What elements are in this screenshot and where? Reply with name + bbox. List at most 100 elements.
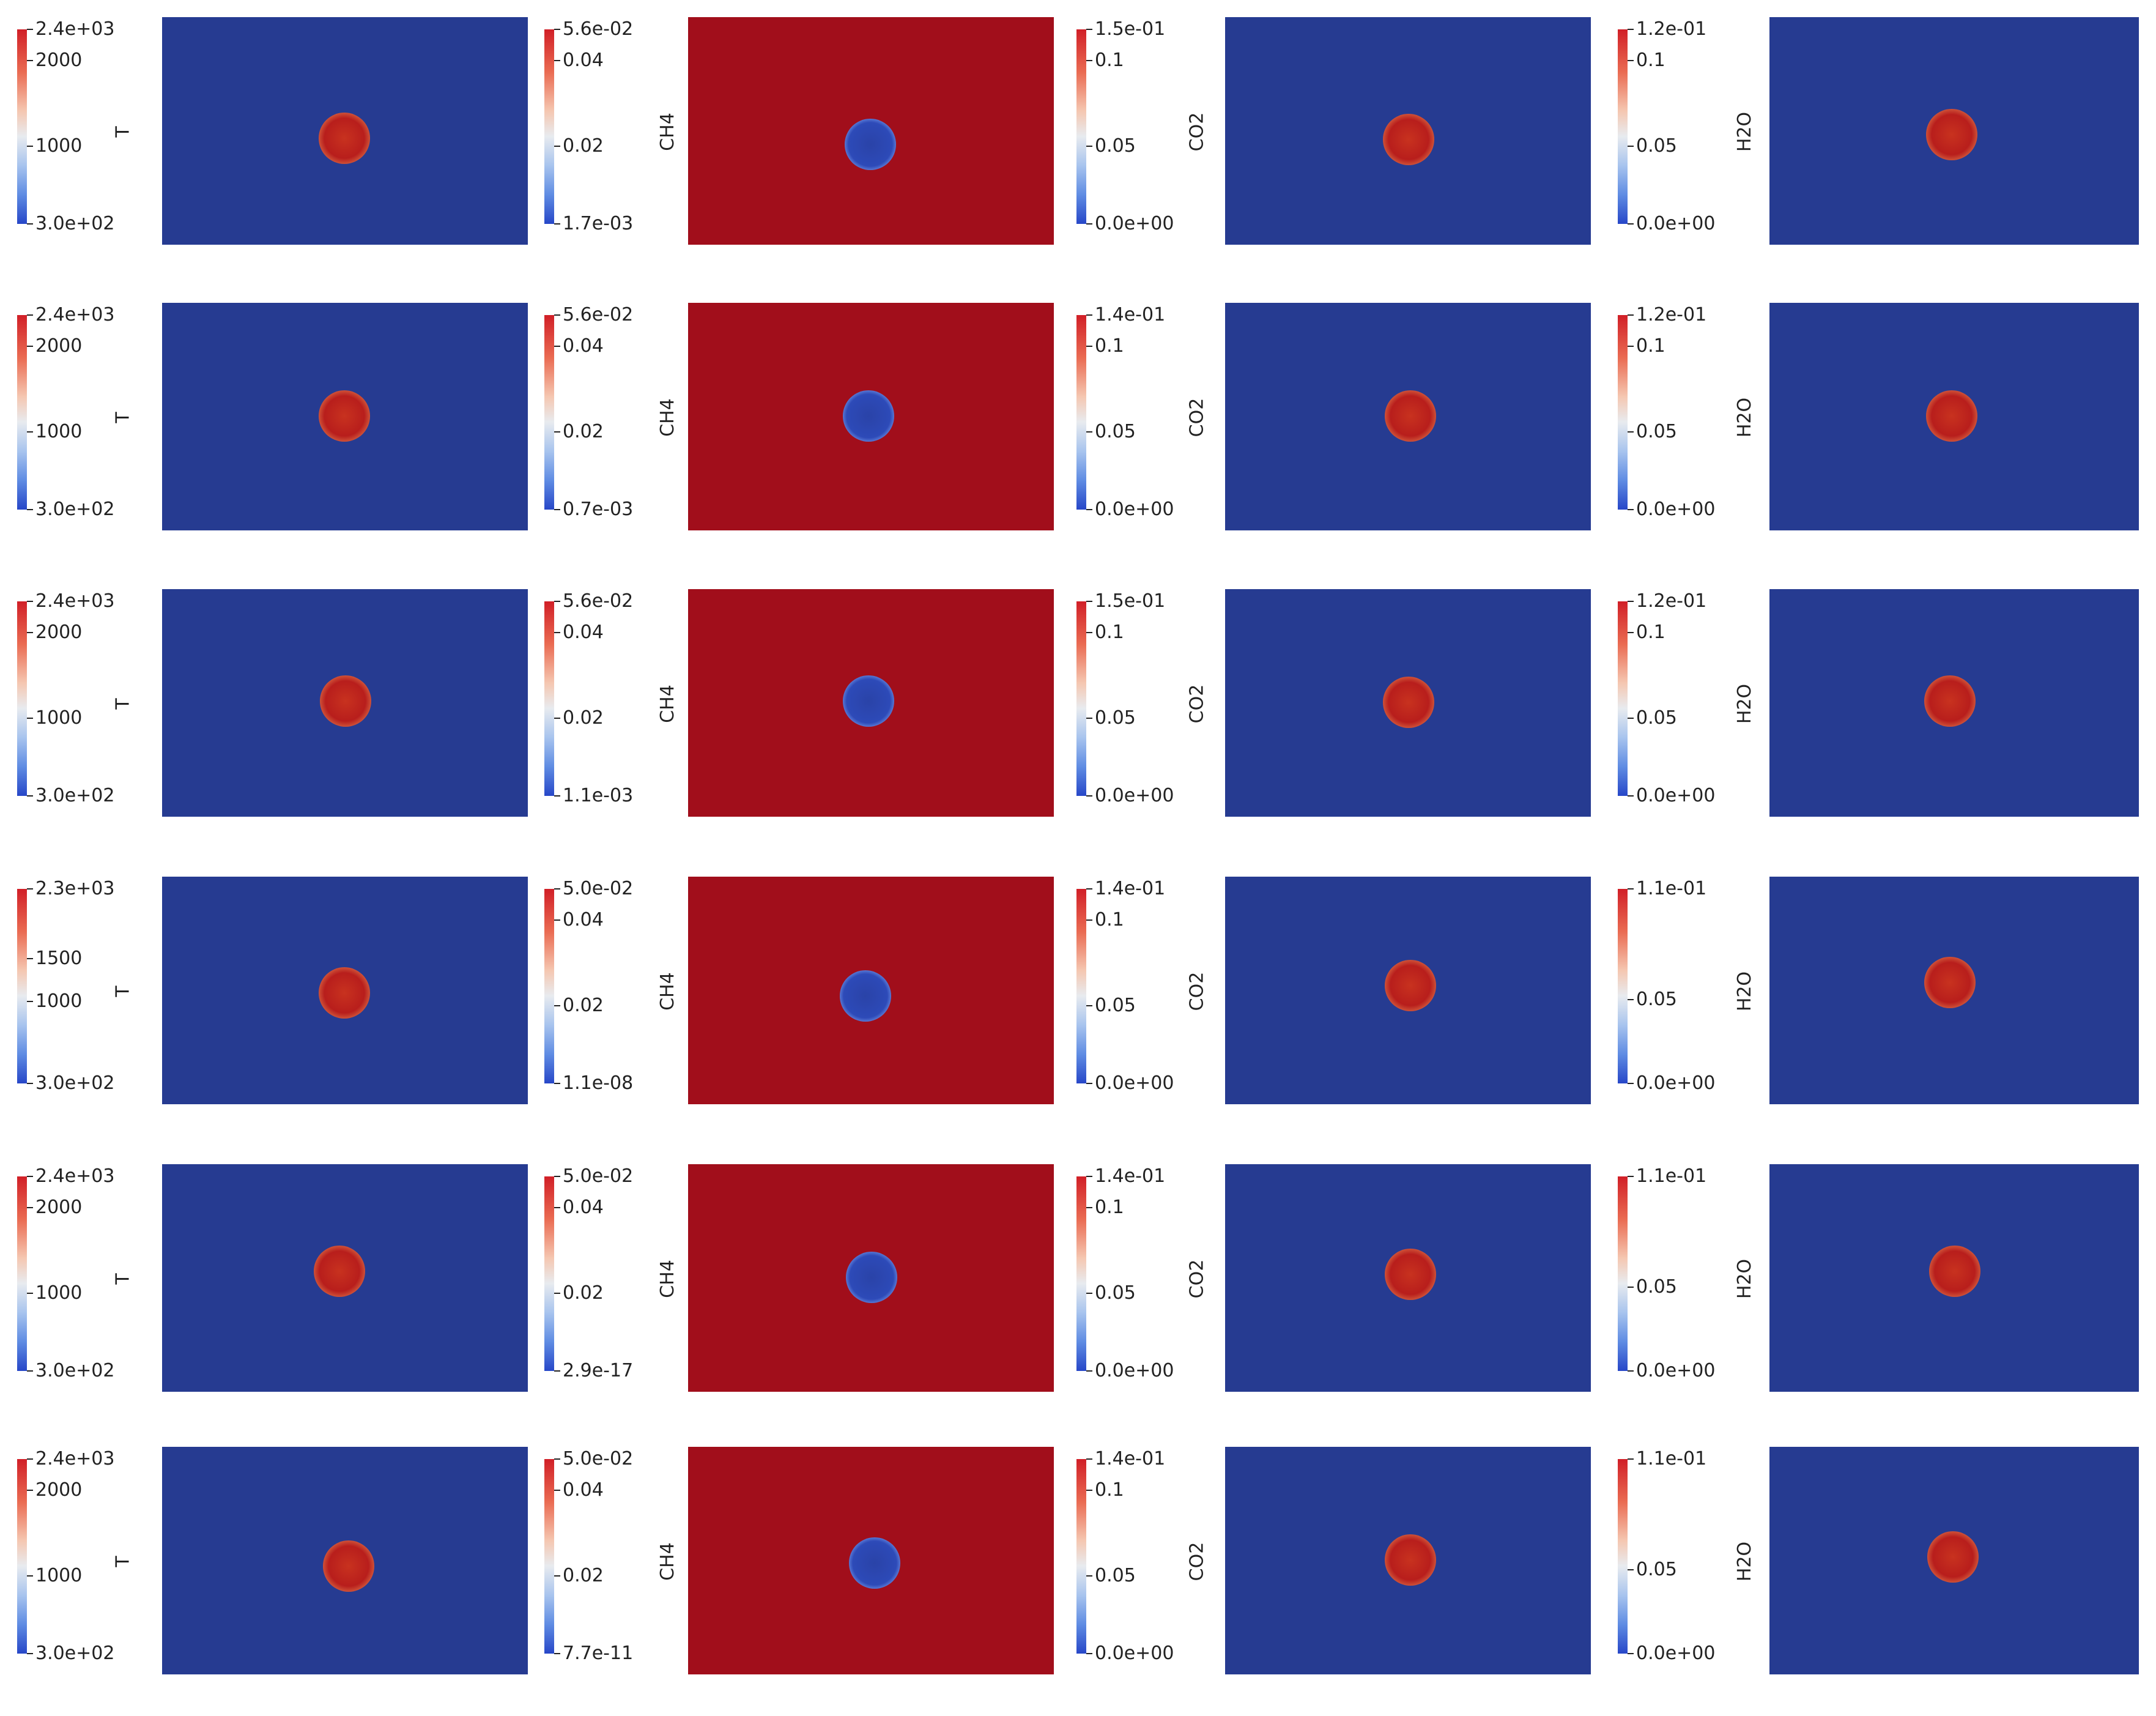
colorbar-tick: [1628, 509, 1634, 510]
co2-variable-label: CO2: [1186, 971, 1208, 1011]
colorbar-tick: [1628, 999, 1634, 1001]
colorbar-tick: [1086, 314, 1092, 316]
co2-flame-kernel: [1385, 1534, 1436, 1586]
h2o-field-plot: [1769, 877, 2139, 1104]
colorbar-tick-label: 2.4e+03: [35, 304, 115, 325]
ch4-colorbar: [544, 1176, 554, 1371]
ch4-field-plot: [688, 17, 1054, 245]
colorbar-tick-label: 0.02: [563, 707, 604, 729]
t-variable-label: T: [112, 126, 134, 138]
colorbar-tick-label: 0.02: [563, 135, 604, 157]
colorbar-tick-label: 0.05: [1095, 707, 1136, 729]
colorbar-tick: [1628, 145, 1634, 147]
colorbar-tick: [27, 717, 33, 719]
ch4-variable-label: CH4: [656, 113, 678, 151]
colorbar-tick: [27, 888, 33, 890]
colorbar-tick: [1628, 223, 1634, 225]
colorbar-tick-label: 1.1e-01: [1636, 878, 1707, 899]
colorbar-tick-label: 7.7e-11: [563, 1643, 634, 1664]
ch4-variable-label: CH4: [656, 972, 678, 1011]
t-colorbar: [17, 1459, 27, 1654]
colorbar-tick-label: 2000: [35, 49, 83, 71]
colorbar-tick-label: 3.0e+02: [35, 213, 115, 234]
h2o-variable-label: H2O: [1734, 683, 1756, 724]
figure-row: 2.4e+03 2000 1000 3.0e+02 T 5.6e-02 0.04 0.02 1.…: [0, 589, 2156, 858]
colorbar-tick-label: 1.1e-01: [1636, 1448, 1707, 1469]
h2o-flame-kernel: [1926, 390, 1977, 442]
colorbar-tick-label: 0.0e+00: [1636, 213, 1716, 234]
colorbar-tick: [1086, 223, 1092, 225]
colorbar-tick-label: 3.0e+02: [35, 1360, 115, 1381]
t-field-plot: [162, 303, 528, 530]
colorbar-tick-label: 0.0e+00: [1095, 1072, 1174, 1094]
colorbar-tick-label: 1.4e-01: [1095, 1165, 1166, 1187]
co2-colorbar: [1076, 1459, 1086, 1654]
colorbar-tick-label: 0.0e+00: [1636, 1072, 1716, 1094]
colorbar-tick-label: 1.4e-01: [1095, 304, 1166, 325]
colorbar-tick-label: 1.7e-03: [563, 213, 634, 234]
colorbar-tick-label: 0.1: [1095, 621, 1124, 643]
colorbar-tick-label: 1.1e-03: [563, 785, 634, 806]
h2o-colorbar: [1618, 601, 1628, 796]
ch4-field-plot: [688, 877, 1054, 1104]
t-colorbar: [17, 889, 27, 1083]
colorbar-tick: [554, 1206, 560, 1208]
colorbar-tick: [27, 1489, 33, 1491]
colorbar-tick: [1086, 1176, 1092, 1177]
colorbar-tick: [554, 919, 560, 921]
colorbar-tick: [1086, 509, 1092, 510]
colorbar-tick: [554, 1292, 560, 1294]
colorbar-tick-label: 5.6e-02: [563, 18, 634, 40]
colorbar-tick-label: 1.4e-01: [1095, 1448, 1166, 1469]
co2-colorbar: [1076, 1176, 1086, 1371]
co2-variable-label: CO2: [1186, 1542, 1208, 1581]
h2o-field-plot: [1769, 1447, 2139, 1674]
co2-variable-label: CO2: [1186, 398, 1208, 437]
h2o-flame-kernel: [1924, 675, 1976, 727]
colorbar-tick-label: 5.6e-02: [563, 590, 634, 612]
t-flame-kernel: [320, 675, 371, 727]
ch4-field-plot: [688, 303, 1054, 530]
ch4-flame-kernel: [843, 390, 894, 442]
h2o-colorbar: [1618, 889, 1628, 1083]
co2-field-plot: [1225, 589, 1591, 817]
t-flame-kernel: [319, 390, 370, 442]
colorbar-tick: [1086, 1292, 1092, 1294]
h2o-field-plot: [1769, 17, 2139, 245]
h2o-field-plot: [1769, 1164, 2139, 1392]
ch4-variable-label: CH4: [656, 685, 678, 723]
h2o-variable-label: H2O: [1734, 1541, 1756, 1582]
colorbar-tick-label: 2.3e+03: [35, 878, 115, 899]
h2o-variable-label: H2O: [1734, 111, 1756, 152]
colorbar-tick-label: 0.05: [1095, 1564, 1136, 1586]
h2o-field-plot: [1769, 589, 2139, 817]
ch4-flame-kernel: [843, 675, 894, 727]
h2o-colorbar: [1618, 315, 1628, 510]
colorbar-tick: [1628, 1370, 1634, 1372]
colorbar-tick: [27, 345, 33, 347]
colorbar-tick: [554, 1005, 560, 1006]
ch4-variable-label: CH4: [656, 1542, 678, 1581]
t-field-plot: [162, 589, 528, 817]
colorbar-tick-label: 0.05: [1636, 135, 1677, 157]
colorbar-tick: [27, 631, 33, 633]
colorbar-tick-label: 0.05: [1095, 994, 1136, 1016]
colorbar-tick-label: 0.0e+00: [1095, 499, 1174, 520]
h2o-variable-label: H2O: [1734, 971, 1756, 1012]
colorbar-tick-label: 0.05: [1095, 420, 1136, 442]
colorbar-tick-label: 1000: [35, 1282, 83, 1304]
colorbar-tick: [1628, 1176, 1634, 1177]
colorbar-tick: [27, 431, 33, 433]
h2o-colorbar: [1618, 29, 1628, 224]
colorbar-tick: [1628, 1083, 1634, 1084]
colorbar-tick-label: 0.02: [563, 420, 604, 442]
ch4-field-plot: [688, 589, 1054, 817]
ch4-colorbar: [544, 889, 554, 1083]
colorbar-tick: [1086, 631, 1092, 633]
colorbar-tick: [554, 59, 560, 61]
ch4-colorbar: [544, 1459, 554, 1654]
t-field-plot: [162, 17, 528, 245]
co2-variable-label: CO2: [1186, 112, 1208, 152]
colorbar-tick-label: 2000: [35, 335, 83, 357]
